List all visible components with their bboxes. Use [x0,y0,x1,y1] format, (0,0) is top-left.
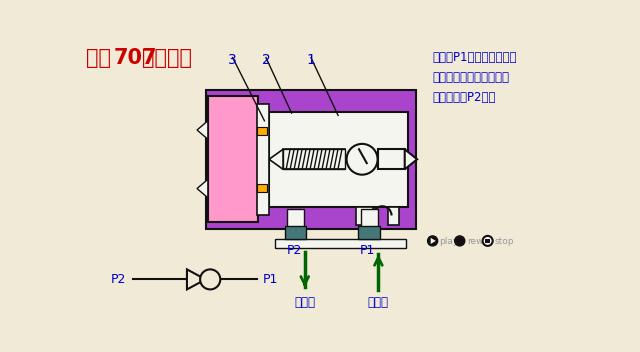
Circle shape [483,236,493,246]
Text: play: play [440,237,459,246]
Circle shape [454,236,465,246]
Bar [356,207,373,225]
Bar [358,226,380,239]
Bar [269,112,408,207]
Bar [275,239,406,248]
Text: 出油口: 出油口 [294,296,316,309]
Bar [285,226,307,239]
Text: P2: P2 [286,244,301,257]
Text: 1: 1 [307,53,316,67]
Bar [485,239,490,243]
Text: P1: P1 [360,244,375,257]
Polygon shape [269,149,283,169]
Text: P1: P1 [263,273,278,286]
Polygon shape [431,238,436,244]
Polygon shape [404,149,417,169]
Bar [283,149,345,169]
Text: 707: 707 [114,49,157,68]
Text: 化工: 化工 [86,49,111,68]
Bar [378,149,404,169]
Bar [206,90,415,228]
Polygon shape [197,179,208,198]
Circle shape [200,269,220,289]
Text: 流体从P1流入时，克服弹
簧力推动阀芯，使通道接
通，流体从P2流出: 流体从P1流入时，克服弹 簧力推动阀芯，使通道接 通，流体从P2流出 [433,51,517,105]
Bar [360,208,378,228]
Text: 进油口: 进油口 [368,296,389,309]
Text: rew: rew [467,237,483,246]
Bar [257,184,267,191]
Bar [388,207,399,225]
Text: 剪辑制作: 剪辑制作 [142,49,192,68]
Bar [257,104,269,215]
Polygon shape [197,121,208,139]
Bar [208,96,259,222]
Text: stop: stop [495,237,514,246]
Bar [257,127,267,134]
Polygon shape [187,269,205,289]
Text: P2: P2 [111,273,127,286]
Circle shape [347,144,378,175]
Text: 3: 3 [228,53,237,67]
Circle shape [428,236,438,246]
Text: 2: 2 [262,53,270,67]
Bar [287,208,304,228]
